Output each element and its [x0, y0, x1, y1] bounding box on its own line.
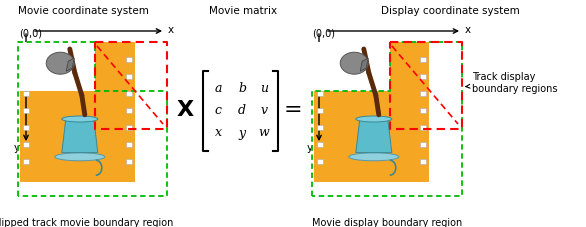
Text: x: x	[214, 126, 222, 139]
Bar	[317, 92, 323, 96]
Bar	[20, 43, 135, 182]
Text: a: a	[214, 81, 222, 94]
Text: X: X	[176, 100, 193, 119]
Text: (0,0): (0,0)	[312, 28, 335, 38]
Text: x: x	[465, 25, 471, 35]
Bar	[420, 58, 426, 63]
Bar	[126, 142, 132, 147]
Bar	[420, 142, 426, 147]
Text: Movie matrix: Movie matrix	[209, 6, 277, 16]
Bar	[126, 109, 132, 114]
Bar	[126, 75, 132, 80]
Bar	[420, 75, 426, 80]
Bar	[23, 109, 29, 114]
Text: c: c	[214, 103, 222, 116]
Bar	[314, 43, 429, 182]
Bar	[23, 58, 29, 63]
Bar	[420, 109, 426, 114]
Ellipse shape	[356, 116, 392, 122]
Text: y: y	[14, 142, 20, 152]
Polygon shape	[356, 119, 392, 153]
Polygon shape	[66, 59, 74, 72]
Text: v: v	[260, 103, 268, 116]
Text: Track display
boundary regions: Track display boundary regions	[466, 72, 557, 93]
Text: Display coordinate system: Display coordinate system	[381, 6, 519, 16]
Text: (0,0): (0,0)	[19, 28, 42, 38]
Text: Movie coordinate system: Movie coordinate system	[18, 6, 148, 16]
Ellipse shape	[55, 153, 105, 161]
Text: y: y	[307, 142, 313, 152]
Ellipse shape	[46, 53, 74, 75]
Bar	[126, 126, 132, 131]
Text: Movie display boundary region: Movie display boundary region	[312, 217, 462, 227]
Text: y: y	[239, 126, 246, 139]
Text: b: b	[238, 81, 246, 94]
Bar	[420, 126, 426, 131]
Ellipse shape	[340, 53, 368, 75]
Bar	[23, 142, 29, 147]
Text: =: =	[284, 100, 302, 119]
Text: w: w	[258, 126, 270, 139]
Bar	[18, 43, 95, 92]
Bar	[23, 159, 29, 164]
Bar	[420, 159, 426, 164]
Bar	[317, 58, 323, 63]
Bar	[317, 109, 323, 114]
Bar	[126, 92, 132, 96]
Bar	[23, 92, 29, 96]
Bar	[317, 126, 323, 131]
Text: x: x	[168, 25, 174, 35]
Text: Clipped track movie boundary region: Clipped track movie boundary region	[0, 217, 173, 227]
Bar	[317, 159, 323, 164]
Ellipse shape	[349, 153, 399, 161]
Bar	[126, 58, 132, 63]
Bar	[317, 75, 323, 80]
Bar	[126, 159, 132, 164]
Polygon shape	[62, 119, 98, 153]
Bar	[312, 43, 390, 92]
Text: d: d	[238, 103, 246, 116]
Bar	[23, 75, 29, 80]
Bar	[317, 142, 323, 147]
Text: u: u	[260, 81, 268, 94]
Ellipse shape	[62, 116, 98, 122]
Polygon shape	[360, 59, 368, 72]
Bar	[420, 92, 426, 96]
Bar	[23, 126, 29, 131]
